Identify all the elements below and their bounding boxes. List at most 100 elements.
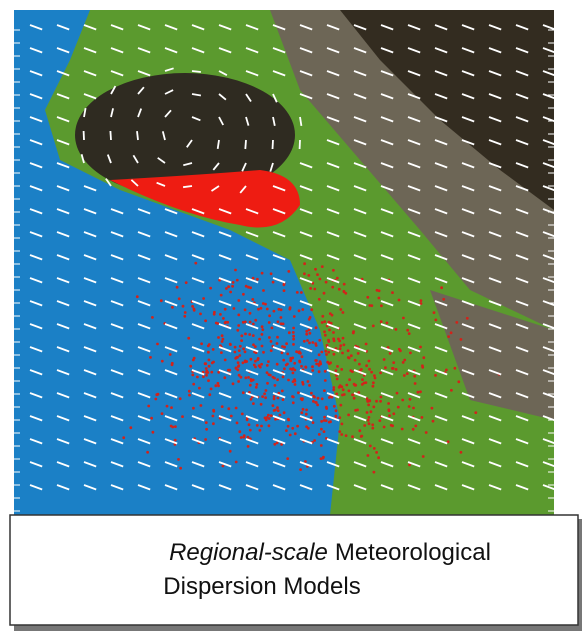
particle — [282, 358, 286, 362]
particle — [174, 425, 177, 428]
particle — [220, 351, 223, 354]
particle — [465, 316, 469, 320]
wind-arrow — [353, 415, 367, 422]
particle — [322, 419, 326, 422]
particle — [314, 342, 318, 345]
particle — [237, 349, 241, 352]
particle — [269, 340, 273, 343]
particle — [249, 286, 253, 290]
mountain — [340, 10, 554, 210]
particle — [204, 421, 208, 424]
particle — [315, 359, 318, 362]
wind-arrow — [272, 185, 286, 192]
wind-arrow — [434, 139, 448, 146]
wind-arrow — [56, 231, 70, 238]
wind-arrow — [434, 231, 448, 238]
map — [14, 10, 556, 515]
particle — [264, 389, 268, 392]
particle — [312, 400, 315, 403]
wind-arrow — [164, 438, 178, 445]
particle — [358, 429, 362, 433]
particle — [349, 354, 353, 358]
wind-arrow — [245, 346, 259, 353]
particle — [323, 330, 326, 334]
particle — [226, 320, 230, 324]
wind-arrow — [156, 181, 166, 187]
particle — [220, 405, 224, 408]
particle — [305, 329, 309, 333]
particle — [379, 399, 382, 403]
particle — [360, 434, 364, 438]
particle — [287, 270, 291, 273]
wind-arrow — [353, 323, 367, 330]
wind-arrow — [218, 254, 232, 261]
particle — [243, 308, 247, 312]
wind-arrow — [110, 369, 124, 376]
particle — [403, 358, 407, 362]
wind-arrow — [407, 116, 421, 123]
wind-arrow — [110, 70, 124, 77]
particle — [208, 393, 212, 397]
particle — [367, 359, 371, 363]
particle — [422, 356, 426, 360]
particle — [216, 381, 220, 385]
particle — [300, 398, 304, 402]
wind-arrow — [137, 231, 151, 238]
particle — [243, 350, 247, 354]
wind-arrow — [407, 369, 421, 376]
particle — [401, 398, 405, 402]
particle — [235, 278, 239, 282]
wind-arrow — [272, 70, 286, 77]
particle — [387, 402, 390, 405]
particle — [204, 438, 208, 441]
particle — [291, 367, 295, 370]
particle — [368, 304, 372, 307]
particle — [295, 350, 298, 354]
wind-arrow — [218, 323, 232, 330]
particle — [378, 419, 382, 422]
particle — [216, 322, 220, 325]
wind-arrow — [29, 415, 43, 422]
particle — [322, 430, 326, 433]
wind-arrow — [56, 392, 70, 399]
particle — [313, 395, 316, 399]
wind-arrow — [542, 323, 556, 330]
particle — [319, 444, 323, 447]
particle — [434, 318, 438, 322]
wind-arrow — [461, 47, 475, 54]
wind-arrow — [380, 323, 394, 330]
particle — [278, 413, 282, 417]
particle — [293, 361, 297, 365]
particle — [445, 368, 448, 372]
particle — [455, 321, 459, 324]
particle — [191, 373, 195, 377]
wind-arrow — [299, 323, 313, 330]
wind-arrow — [434, 277, 448, 284]
wind-arrow — [56, 438, 70, 445]
particle — [252, 402, 255, 405]
wind-arrow — [56, 369, 70, 376]
wind-arrow — [272, 231, 286, 238]
particle — [335, 276, 339, 280]
particle — [367, 403, 370, 407]
particle — [327, 350, 331, 354]
particle — [279, 316, 283, 319]
particle — [370, 370, 373, 374]
wind-arrow — [136, 130, 139, 141]
particle — [431, 419, 435, 423]
wind-arrow — [488, 185, 502, 192]
particle — [416, 390, 420, 394]
particle — [313, 439, 316, 442]
wind-arrow — [407, 392, 421, 399]
particle — [207, 358, 211, 362]
wind-arrow — [269, 162, 274, 172]
wind-arrow — [326, 254, 340, 261]
wind-arrow — [110, 108, 114, 118]
wind-arrow — [299, 47, 313, 54]
wind-arrow — [245, 208, 259, 215]
wind-arrow — [488, 162, 502, 169]
wind-arrow — [461, 438, 475, 445]
particle — [332, 337, 335, 341]
particle — [327, 420, 331, 424]
wind-arrow — [164, 254, 178, 261]
